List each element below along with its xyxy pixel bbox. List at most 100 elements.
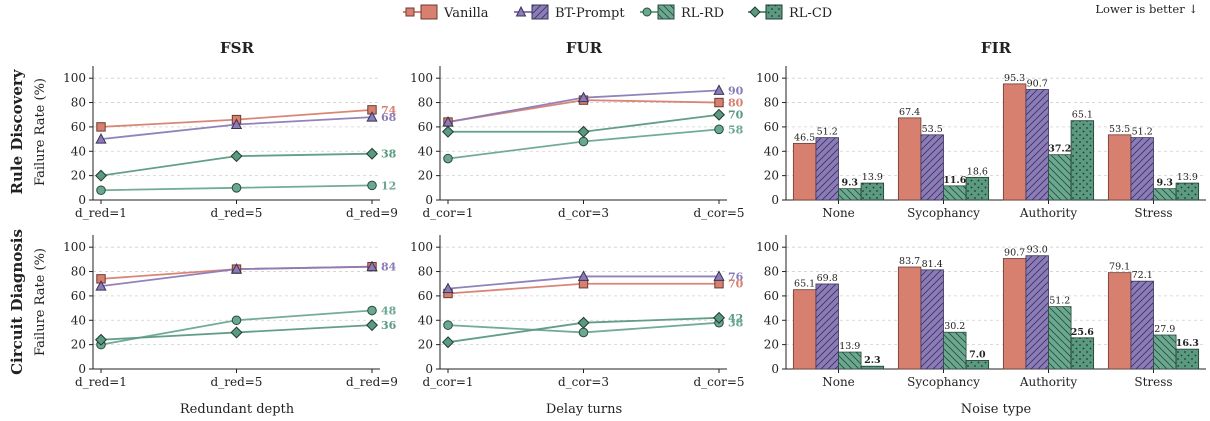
point-bt-prompt: [713, 84, 725, 95]
x-tick-label: Stress: [1134, 375, 1172, 389]
y-tick-label: 0: [771, 362, 779, 376]
bar-pattern-rl-cd: [861, 366, 884, 369]
bar-value-label: 16.3: [1176, 338, 1199, 349]
bar-value-label: 69.8: [817, 273, 838, 284]
bar-value-label: 90.7: [1004, 248, 1025, 259]
x-tick-label: Authority: [1019, 375, 1078, 389]
xlabel-noise-type: Noise type: [961, 402, 1032, 417]
bar-value-label: 13.9: [862, 172, 883, 183]
x-tick-label: None: [822, 375, 855, 389]
x-tick-label: d_cor=1: [422, 375, 473, 389]
bar-pattern-rl-cd: [966, 177, 989, 200]
y-tick-label: 0: [78, 193, 86, 207]
point-rl-rd: [96, 185, 106, 196]
ylabel-circuit-diagnosis: Failure Rate (%): [33, 248, 48, 356]
y-tick-label: 60: [71, 120, 86, 134]
x-tick-label: d_cor=3: [558, 375, 609, 389]
x-tick-label: d_red=1: [75, 206, 127, 220]
point-rl-rd: [578, 327, 589, 338]
point-rl-cd: [94, 169, 108, 182]
bar-value-label: 27.9: [1154, 324, 1175, 335]
bar-value-label: 51.2: [817, 127, 838, 138]
end-label-rl-cd: 42: [728, 312, 743, 325]
x-tick-label: d_red=9: [346, 206, 398, 220]
point-rl-rd: [714, 124, 724, 135]
x-tick-label: d_cor=3: [558, 206, 609, 220]
y-tick-label: 80: [764, 96, 779, 110]
y-tick-label: 80: [71, 96, 86, 110]
bar-pattern-bt-prompt: [815, 283, 839, 369]
x-tick-label: None: [822, 206, 855, 220]
title-fur: FUR: [566, 39, 603, 57]
bar-pattern-rl-cd: [861, 183, 884, 200]
y-tick-label: 80: [764, 265, 779, 279]
end-label-rl-rd: 58: [728, 123, 744, 136]
y-tick-label: 100: [756, 71, 779, 85]
point-bt-prompt: [713, 270, 725, 281]
point-rl-rd: [231, 315, 242, 326]
x-tick-label: d_red=9: [346, 375, 398, 389]
y-tick-label: 60: [764, 289, 779, 303]
xlabel-delay-turns: Delay turns: [546, 402, 622, 417]
bar-value-label: 79.1: [1109, 262, 1130, 273]
bar-value-label: 7.0: [969, 349, 986, 360]
point-rl-cd: [441, 125, 455, 138]
end-label-vanilla: 70: [728, 278, 744, 291]
lower-is-better-note: Lower is better ↓: [1095, 2, 1198, 16]
y-tick-label: 40: [71, 144, 86, 158]
y-tick-label: 40: [418, 144, 433, 158]
bar-value-label: 53.5: [922, 124, 943, 135]
end-label-vanilla: 80: [728, 97, 744, 110]
y-tick-label: 40: [418, 313, 433, 327]
y-tick-label: 80: [418, 96, 433, 110]
xlabel-redundant-depth: Redundant depth: [180, 402, 295, 417]
bar-vanilla-sycophancy: [897, 266, 922, 370]
title-fsr: FSR: [220, 39, 254, 57]
legend-item-rl-rd: RL-RD: [640, 4, 724, 21]
x-tick-label: d_red=5: [211, 375, 263, 389]
y-tick-label: 0: [425, 193, 433, 207]
legend-label-vanilla: Vanilla: [443, 6, 489, 21]
bar-vanilla-stress: [1107, 272, 1132, 370]
y-tick-label: 40: [71, 313, 86, 327]
bar-pattern-bt-prompt: [1025, 255, 1049, 369]
bar-pattern-bt-prompt: [1130, 281, 1154, 369]
bar-value-label: 51.2: [1049, 296, 1070, 307]
bar-pattern-bt-prompt: [920, 134, 944, 200]
bar-value-label: 65.1: [794, 279, 815, 290]
row-label-rule-discovery: Rule Discovery: [8, 68, 26, 194]
bar-pattern-bt-prompt: [1130, 137, 1154, 200]
end-label-rl-rd: 12: [381, 179, 396, 192]
title-fir: FIR: [981, 39, 1012, 57]
x-tick-label: d_cor=5: [693, 206, 744, 220]
bar-vanilla-none: [792, 142, 817, 201]
bar-pattern-bt-prompt: [1025, 89, 1049, 200]
end-label-bt-prompt: 90: [728, 84, 744, 97]
bar-value-label: 46.5: [794, 132, 815, 143]
point-rl-cd: [712, 311, 726, 324]
point-vanilla: [96, 122, 106, 132]
y-tick-label: 20: [764, 169, 779, 183]
bar-value-label: 81.4: [922, 259, 943, 270]
y-tick-label: 80: [418, 265, 433, 279]
point-vanilla: [714, 97, 724, 108]
y-tick-label: 20: [418, 338, 433, 352]
legend: Vanilla BT-Prompt RL-RD RL-CD Lower is b…: [403, 2, 1198, 21]
bar-pattern-rl-rd: [838, 188, 862, 200]
point-rl-cd: [441, 336, 455, 349]
point-bt-prompt: [230, 118, 243, 129]
x-tick-label: Sycophancy: [907, 375, 980, 389]
y-tick-label: 100: [63, 71, 86, 85]
point-rl-cd: [94, 333, 108, 346]
bar-value-label: 13.9: [1177, 172, 1198, 183]
y-tick-label: 20: [71, 338, 86, 352]
point-bt-prompt: [366, 111, 378, 122]
legend-label-rl-rd: RL-RD: [681, 6, 724, 21]
bar-value-label: 90.7: [1027, 79, 1048, 90]
bar-vanilla-sycophancy: [897, 117, 922, 201]
bar-vanilla-none: [792, 289, 817, 370]
